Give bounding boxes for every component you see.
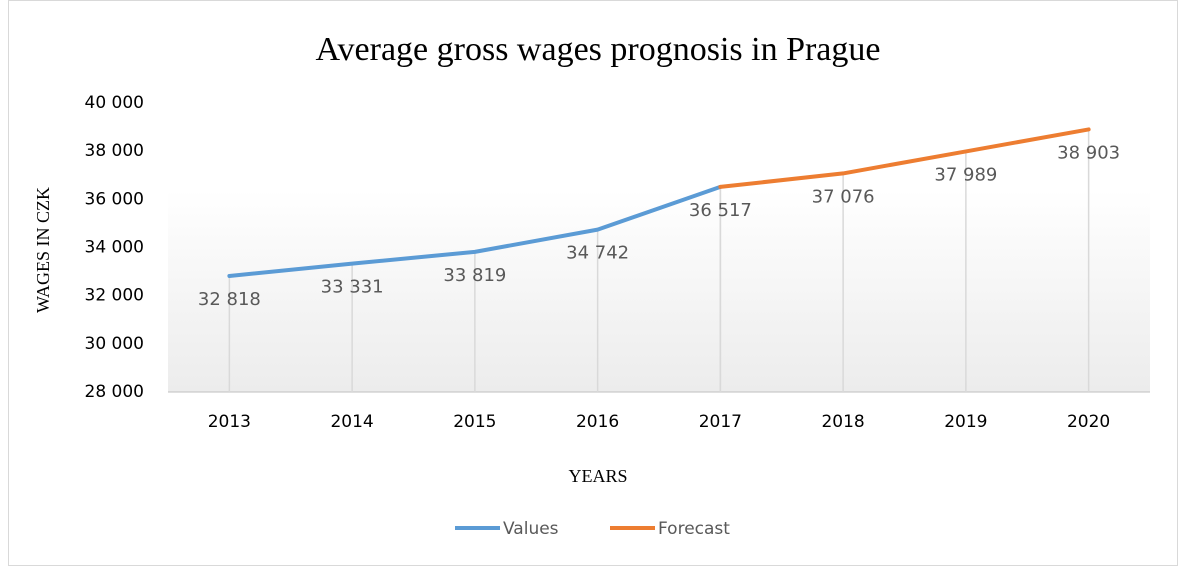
y-axis-label: WAGES IN CZK [33, 187, 53, 313]
data-label: 33 819 [443, 265, 506, 286]
data-label: 32 818 [198, 289, 261, 310]
x-tick-label: 2018 [821, 412, 864, 432]
data-label: 33 331 [321, 277, 384, 298]
y-tick-label: 36 000 [85, 189, 144, 209]
x-axis-label: YEARS [568, 466, 627, 486]
plot-area [168, 103, 1150, 392]
legend-label: Forecast [658, 519, 730, 539]
y-tick-label: 38 000 [85, 141, 144, 161]
x-tick-label: 2013 [208, 412, 251, 432]
data-label: 36 517 [689, 200, 752, 221]
x-tick-label: 2017 [699, 412, 742, 432]
x-tick-label: 2019 [944, 412, 987, 432]
legend-label: Values [503, 519, 559, 539]
data-label: 38 903 [1057, 142, 1120, 163]
y-tick-label: 30 000 [85, 334, 144, 354]
x-tick-label: 2014 [330, 412, 373, 432]
x-tick-label: 2016 [576, 412, 619, 432]
series-line [718, 127, 1091, 189]
series-line [227, 184, 723, 278]
data-label: 37 989 [934, 164, 997, 185]
chart-title: Average gross wages prognosis in Prague [316, 31, 881, 68]
x-tick-label: 2015 [453, 412, 496, 432]
data-label: 34 742 [566, 243, 629, 264]
y-tick-label: 32 000 [85, 286, 144, 306]
x-tick-label: 2020 [1067, 412, 1110, 432]
data-label: 37 076 [812, 186, 875, 207]
y-tick-label: 28 000 [85, 382, 144, 402]
y-tick-label: 40 000 [85, 93, 144, 113]
y-tick-label: 34 000 [85, 238, 144, 258]
